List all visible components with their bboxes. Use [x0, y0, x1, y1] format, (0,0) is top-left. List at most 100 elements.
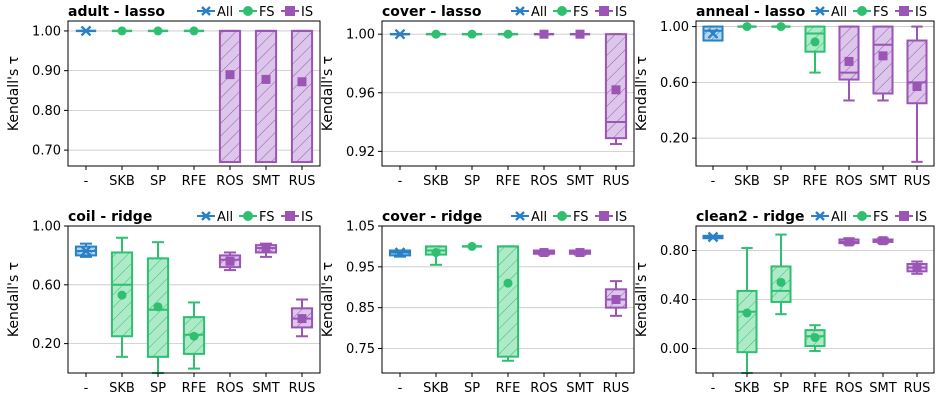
- y-tick-label: 0.80: [660, 244, 689, 259]
- box-RUS: [604, 280, 628, 317]
- mean-marker: [611, 295, 621, 304]
- legend-marker: [243, 6, 253, 16]
- y-axis-label: Kendall's τ: [634, 262, 650, 337]
- x-tick-label: -: [398, 381, 403, 396]
- mean-marker: [189, 26, 199, 36]
- x-tick-label: SP: [464, 174, 480, 189]
- legend: All FS IS: [811, 5, 927, 20]
- x-tick-label: -: [711, 174, 716, 189]
- legend-item-FS: FS: [853, 5, 889, 20]
- mean-marker: [80, 245, 92, 257]
- y-tick-label: 0.80: [32, 104, 61, 119]
- legend-label: FS: [873, 210, 889, 225]
- legend-item-All: All: [511, 210, 547, 225]
- mean-marker: [153, 26, 163, 36]
- mean-marker: [394, 28, 406, 40]
- box--: [389, 28, 411, 40]
- x-tick-label: SMT: [869, 381, 896, 396]
- x-tick-label: SKB: [423, 381, 449, 396]
- mean-marker: [467, 29, 477, 39]
- box-iqr: [736, 289, 758, 354]
- box-iqr: [290, 29, 314, 164]
- x-tick-label: RUS: [289, 381, 316, 396]
- x-tick-label: SMT: [566, 381, 593, 396]
- legend-marker: [815, 6, 825, 16]
- legend-item-IS: IS: [895, 5, 927, 20]
- chart-title: coil - ridge: [68, 209, 152, 225]
- mean-marker: [117, 26, 127, 36]
- x-tick-label: SMT: [252, 174, 279, 189]
- legend-marker: [201, 6, 211, 16]
- x-tick-label: SKB: [109, 174, 135, 189]
- box--: [702, 231, 724, 243]
- legend: All FS IS: [197, 210, 313, 225]
- legend: All FS IS: [197, 5, 313, 20]
- y-tick-label: 0.20: [660, 132, 689, 147]
- chart-title: adult - lasso: [68, 4, 165, 20]
- y-axis-label: Kendall's τ: [634, 56, 650, 131]
- legend-marker: [243, 211, 253, 221]
- legend-label: IS: [301, 5, 313, 20]
- legend-marker: [201, 211, 211, 221]
- y-tick-label: 1.00: [346, 28, 375, 43]
- x-tick-label: RUS: [603, 174, 630, 189]
- mean-marker: [225, 256, 235, 266]
- box-SKB: [110, 236, 134, 358]
- legend-label: All: [831, 210, 847, 225]
- mean-marker: [707, 28, 719, 39]
- mean-marker: [297, 77, 307, 87]
- x-tick-label: ROS: [530, 381, 558, 396]
- box-SMT: [254, 29, 278, 164]
- legend-marker: [857, 6, 867, 16]
- mean-marker: [742, 308, 752, 318]
- legend-marker: [285, 6, 295, 16]
- box-RFE: [182, 301, 206, 370]
- mean-marker: [503, 278, 513, 288]
- mean-marker: [611, 85, 621, 95]
- legend-label: All: [531, 210, 547, 225]
- x-tick-label: ROS: [530, 174, 558, 189]
- box-SP: [770, 233, 792, 316]
- panel-2: 0.92 0.96 1.00 - SKB SP RFE ROS SMT RUS Kendall's …: [320, 4, 635, 189]
- x-tick-label: -: [398, 174, 403, 189]
- box-RFE: [497, 29, 519, 39]
- legend-item-IS: IS: [895, 210, 927, 225]
- legend-item-All: All: [197, 210, 233, 225]
- y-axis-label: Kendall's τ: [320, 56, 336, 131]
- chart-title: anneal - lasso: [696, 4, 806, 20]
- legend-item-IS: IS: [281, 210, 313, 225]
- mean-marker: [394, 247, 406, 258]
- y-tick-label: 0.92: [346, 145, 375, 160]
- x-tick-label: SKB: [109, 381, 135, 396]
- box-ROS: [838, 25, 860, 102]
- mean-marker: [261, 243, 271, 253]
- legend-item-All: All: [511, 5, 547, 20]
- chart-title: clean2 - ridge: [696, 209, 805, 225]
- y-tick-label: 1.00: [660, 20, 689, 35]
- box-SP: [461, 29, 483, 39]
- x-tick-label: RFE: [803, 174, 828, 189]
- box-SKB: [737, 22, 757, 32]
- mean-marker: [467, 241, 477, 251]
- legend: All FS IS: [511, 5, 627, 20]
- box-SMT: [254, 242, 278, 258]
- x-tick-label: SP: [773, 174, 789, 189]
- box-SP: [771, 22, 791, 32]
- x-tick-label: SKB: [734, 381, 760, 396]
- mean-marker: [153, 302, 163, 312]
- legend-item-FS: FS: [553, 210, 589, 225]
- mean-marker: [810, 37, 820, 47]
- legend-label: FS: [259, 5, 275, 20]
- x-tick-label: SP: [150, 381, 166, 396]
- legend-label: IS: [615, 5, 627, 20]
- legend-item-FS: FS: [853, 210, 889, 225]
- legend-item-All: All: [197, 5, 233, 20]
- x-tick-label: RFE: [496, 381, 521, 396]
- box-RFE: [804, 25, 826, 74]
- box-RFE: [804, 324, 826, 352]
- box--: [75, 25, 97, 37]
- x-tick-label: RUS: [904, 174, 931, 189]
- y-tick-label: 0.75: [346, 342, 375, 357]
- mean-marker: [575, 29, 585, 39]
- legend-label: All: [217, 210, 233, 225]
